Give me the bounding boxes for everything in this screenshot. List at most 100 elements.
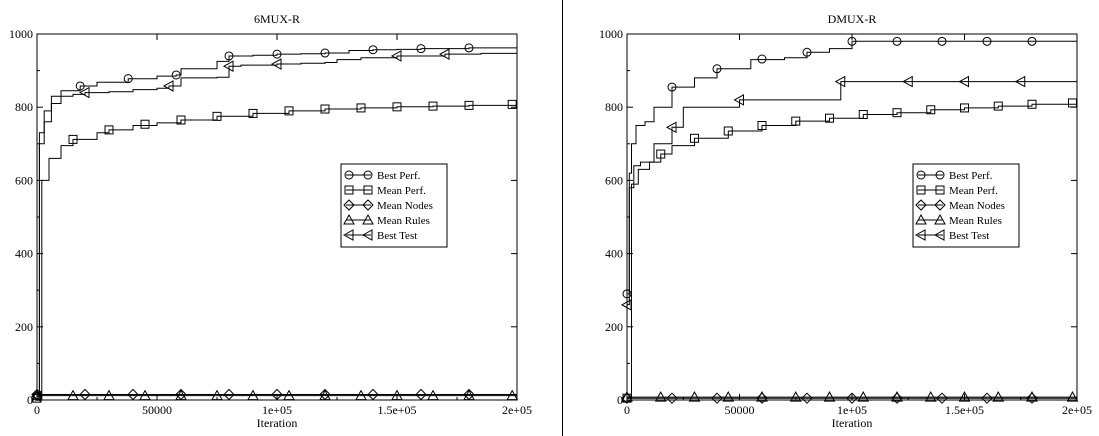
y-tick-label: 600: [605, 173, 623, 187]
series-marker-2: [981, 392, 993, 404]
y-tick-label: 400: [15, 247, 33, 261]
x-tick-label: 1e+05: [262, 403, 292, 417]
y-tick-label: 200: [15, 320, 33, 334]
x-tick-label: 1.5e+05: [945, 403, 984, 417]
series-marker-0: [416, 44, 426, 54]
y-tick-label: 400: [605, 247, 623, 261]
series-marker-3: [958, 391, 971, 402]
panel-divider: [562, 0, 563, 436]
series-marker-1: [428, 101, 438, 111]
legend-marker: [343, 213, 355, 225]
series-marker-4: [834, 75, 846, 88]
x-axis-label: Iteration: [257, 416, 298, 430]
series-marker-1: [464, 100, 474, 110]
y-tick-label: 200: [605, 320, 623, 334]
series-line-0: [627, 40, 1077, 295]
series-marker-1: [212, 111, 222, 121]
series-marker-2: [1026, 392, 1038, 404]
series-line-4: [627, 81, 1077, 306]
chart-title: DMUX-R: [828, 12, 877, 26]
y-tick-label: 800: [605, 100, 623, 114]
series-marker-3: [427, 389, 439, 401]
series-marker-4: [620, 298, 632, 311]
series-marker-0: [667, 82, 677, 92]
series-marker-2: [415, 388, 427, 401]
series-marker-3: [722, 391, 735, 402]
series-marker-3: [756, 391, 768, 402]
y-tick-label: 0: [27, 393, 33, 407]
series-marker-3: [654, 391, 667, 402]
series-marker-1: [356, 103, 366, 113]
x-tick-label: 50000: [725, 403, 755, 417]
series-marker-4: [30, 390, 42, 403]
series-marker-2: [367, 388, 379, 401]
series-marker-1: [791, 116, 801, 126]
series-marker-4: [1014, 75, 1026, 88]
series-marker-1: [284, 106, 294, 116]
series-line-1: [627, 102, 1078, 399]
series-marker-1: [926, 105, 936, 115]
legend-label: Best Test: [949, 230, 989, 242]
series-marker-1: [104, 125, 114, 135]
series-marker-3: [891, 391, 903, 402]
series-marker-0: [757, 54, 767, 64]
legend-label: Mean Rules: [949, 215, 1002, 227]
legend-label: Mean Nodes: [377, 200, 433, 212]
series-marker-3: [506, 389, 519, 401]
series-marker-2: [936, 392, 948, 404]
x-tick-label: 0: [624, 403, 630, 417]
x-tick-label: 50000: [142, 403, 172, 417]
series-marker-4: [438, 48, 450, 60]
series-marker-1: [320, 104, 330, 114]
series-marker-1: [757, 121, 767, 130]
legend-marker: [363, 170, 373, 180]
series-marker-2: [79, 388, 91, 401]
series-marker-2: [711, 392, 723, 404]
series-marker-0: [224, 51, 234, 61]
series-marker-3: [319, 389, 331, 401]
series-marker-4: [665, 121, 677, 134]
series-marker-3: [789, 391, 802, 402]
series-marker-2: [666, 392, 678, 404]
legend-marker: [935, 170, 945, 180]
series-marker-4: [958, 75, 969, 88]
legend-marker: [915, 213, 927, 225]
series-marker-1: [248, 108, 258, 118]
series-marker-3: [247, 389, 259, 401]
series-marker-2: [756, 392, 768, 404]
y-tick-label: 600: [15, 173, 33, 187]
series-marker-1: [960, 103, 969, 113]
series-marker-1: [993, 101, 1003, 111]
series-marker-0: [123, 74, 133, 84]
x-tick-label: 0: [34, 403, 40, 417]
legend-marker: [363, 185, 373, 195]
series-marker-1: [825, 113, 834, 123]
series-marker-1: [68, 134, 78, 144]
legend-marker: [361, 229, 373, 241]
legend-label: Best Perf.: [949, 170, 993, 182]
legend-marker: [916, 170, 926, 180]
legend-marker: [933, 229, 945, 241]
legend-marker: [914, 229, 926, 241]
series-marker-1: [723, 126, 733, 136]
series-marker-2: [127, 388, 139, 401]
series-marker-4: [733, 94, 744, 106]
legend-marker: [362, 213, 374, 225]
series-marker-3: [1066, 391, 1079, 402]
legend-label: Best Perf.: [377, 170, 421, 182]
series-marker-0: [464, 43, 474, 53]
series-marker-0: [847, 36, 857, 46]
series-marker-3: [175, 389, 187, 401]
series-marker-0: [982, 36, 992, 46]
legend-marker: [344, 185, 354, 195]
series-marker-1: [656, 149, 666, 159]
chart-title: 6MUX-R: [254, 12, 300, 26]
series-marker-0: [171, 70, 181, 80]
legend-label: Mean Nodes: [949, 200, 1005, 212]
series-marker-4: [222, 60, 234, 73]
series-marker-0: [937, 36, 947, 46]
legend-label: Mean Perf.: [949, 185, 998, 197]
series-marker-0: [712, 64, 722, 74]
series-marker-3: [992, 391, 1005, 402]
